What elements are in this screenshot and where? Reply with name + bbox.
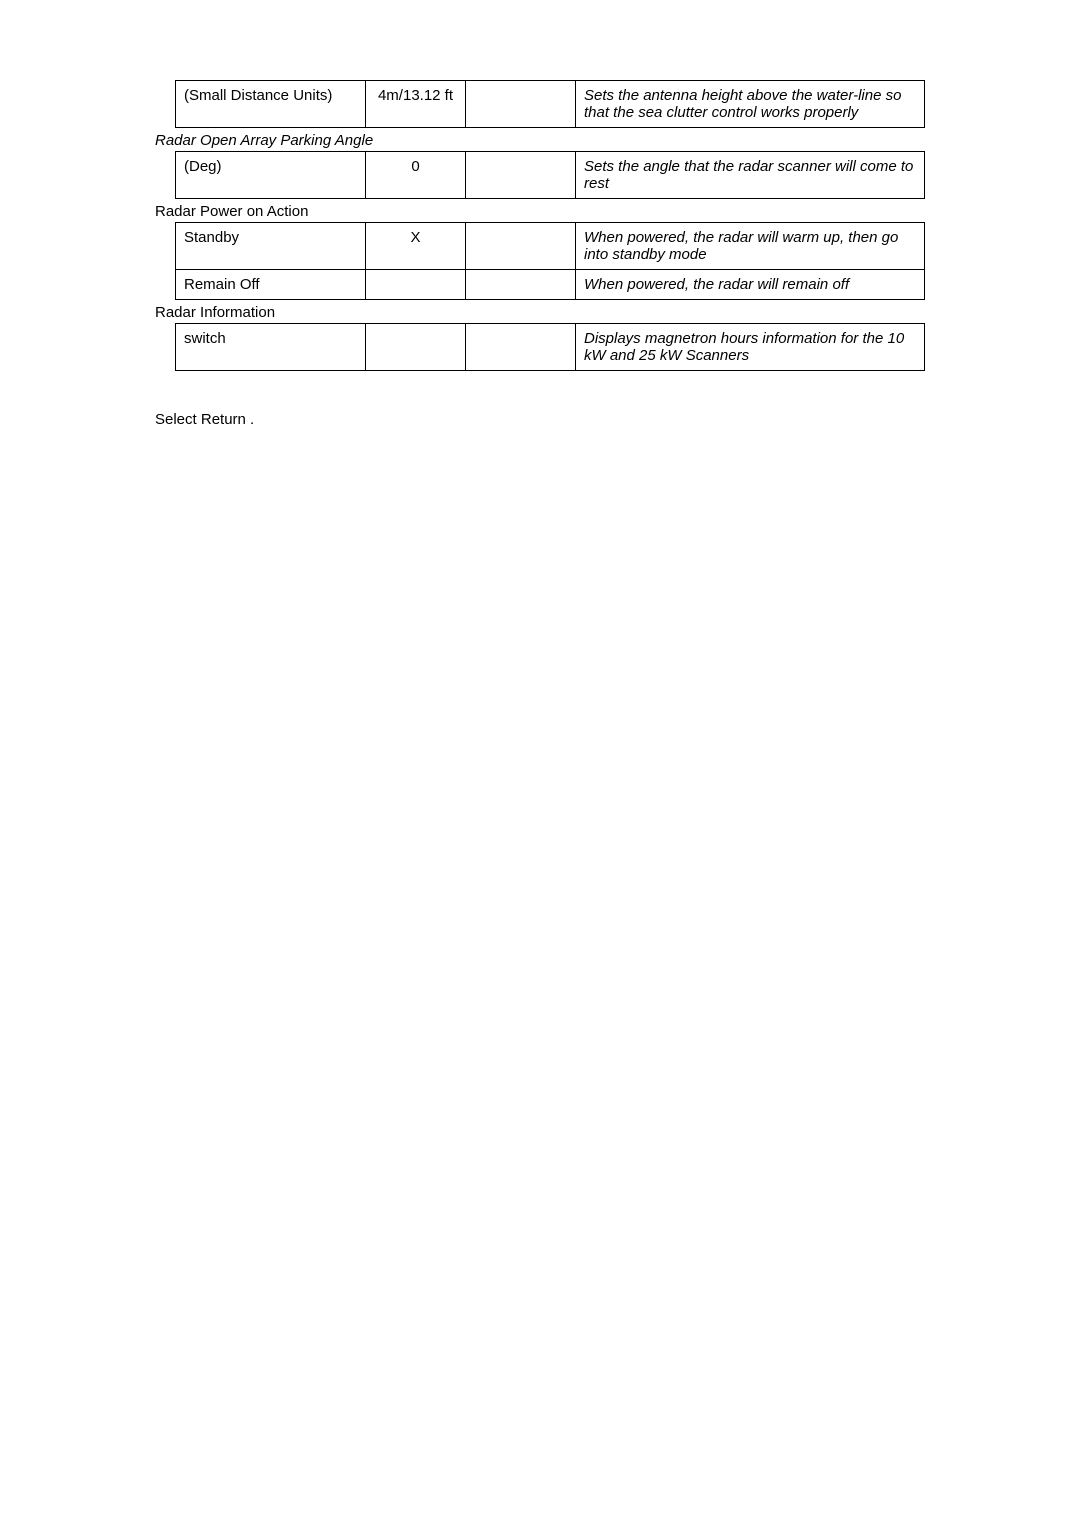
table-row: Standby X When powered, the radar will w… [176,223,925,270]
cell-desc: When powered, the radar will remain off [576,270,925,300]
cell-value: 0 [366,152,466,199]
table-small-distance: (Small Distance Units) 4m/13.12 ft Sets … [175,80,925,128]
section-label-parking-angle: Radar Open Array Parking Angle [155,132,925,149]
table-row: Remain Off When powered, the radar will … [176,270,925,300]
cell-label: (Small Distance Units) [176,81,366,128]
cell-empty [466,270,576,300]
section-label-radar-info: Radar Information [155,304,925,321]
cell-desc: Sets the antenna height above the water-… [576,81,925,128]
cell-label: Remain Off [176,270,366,300]
cell-desc: When powered, the radar will warm up, th… [576,223,925,270]
cell-value [366,324,466,371]
table-row: switch Displays magnetron hours informat… [176,324,925,371]
cell-value [366,270,466,300]
table-parking-angle: (Deg) 0 Sets the angle that the radar sc… [175,151,925,199]
table-row: (Deg) 0 Sets the angle that the radar sc… [176,152,925,199]
cell-label: switch [176,324,366,371]
cell-empty [466,81,576,128]
table-row: (Small Distance Units) 4m/13.12 ft Sets … [176,81,925,128]
section-label-power-on: Radar Power on Action [155,203,925,220]
footer-instruction: Select Return . [155,411,925,428]
table-power-on: Standby X When powered, the radar will w… [175,222,925,300]
table-radar-info: switch Displays magnetron hours informat… [175,323,925,371]
cell-label: (Deg) [176,152,366,199]
cell-value: 4m/13.12 ft [366,81,466,128]
cell-empty [466,324,576,371]
cell-desc: Sets the angle that the radar scanner wi… [576,152,925,199]
document-page: (Small Distance Units) 4m/13.12 ft Sets … [0,0,1080,428]
cell-empty [466,152,576,199]
cell-desc: Displays magnetron hours information for… [576,324,925,371]
cell-empty [466,223,576,270]
cell-label: Standby [176,223,366,270]
cell-value: X [366,223,466,270]
